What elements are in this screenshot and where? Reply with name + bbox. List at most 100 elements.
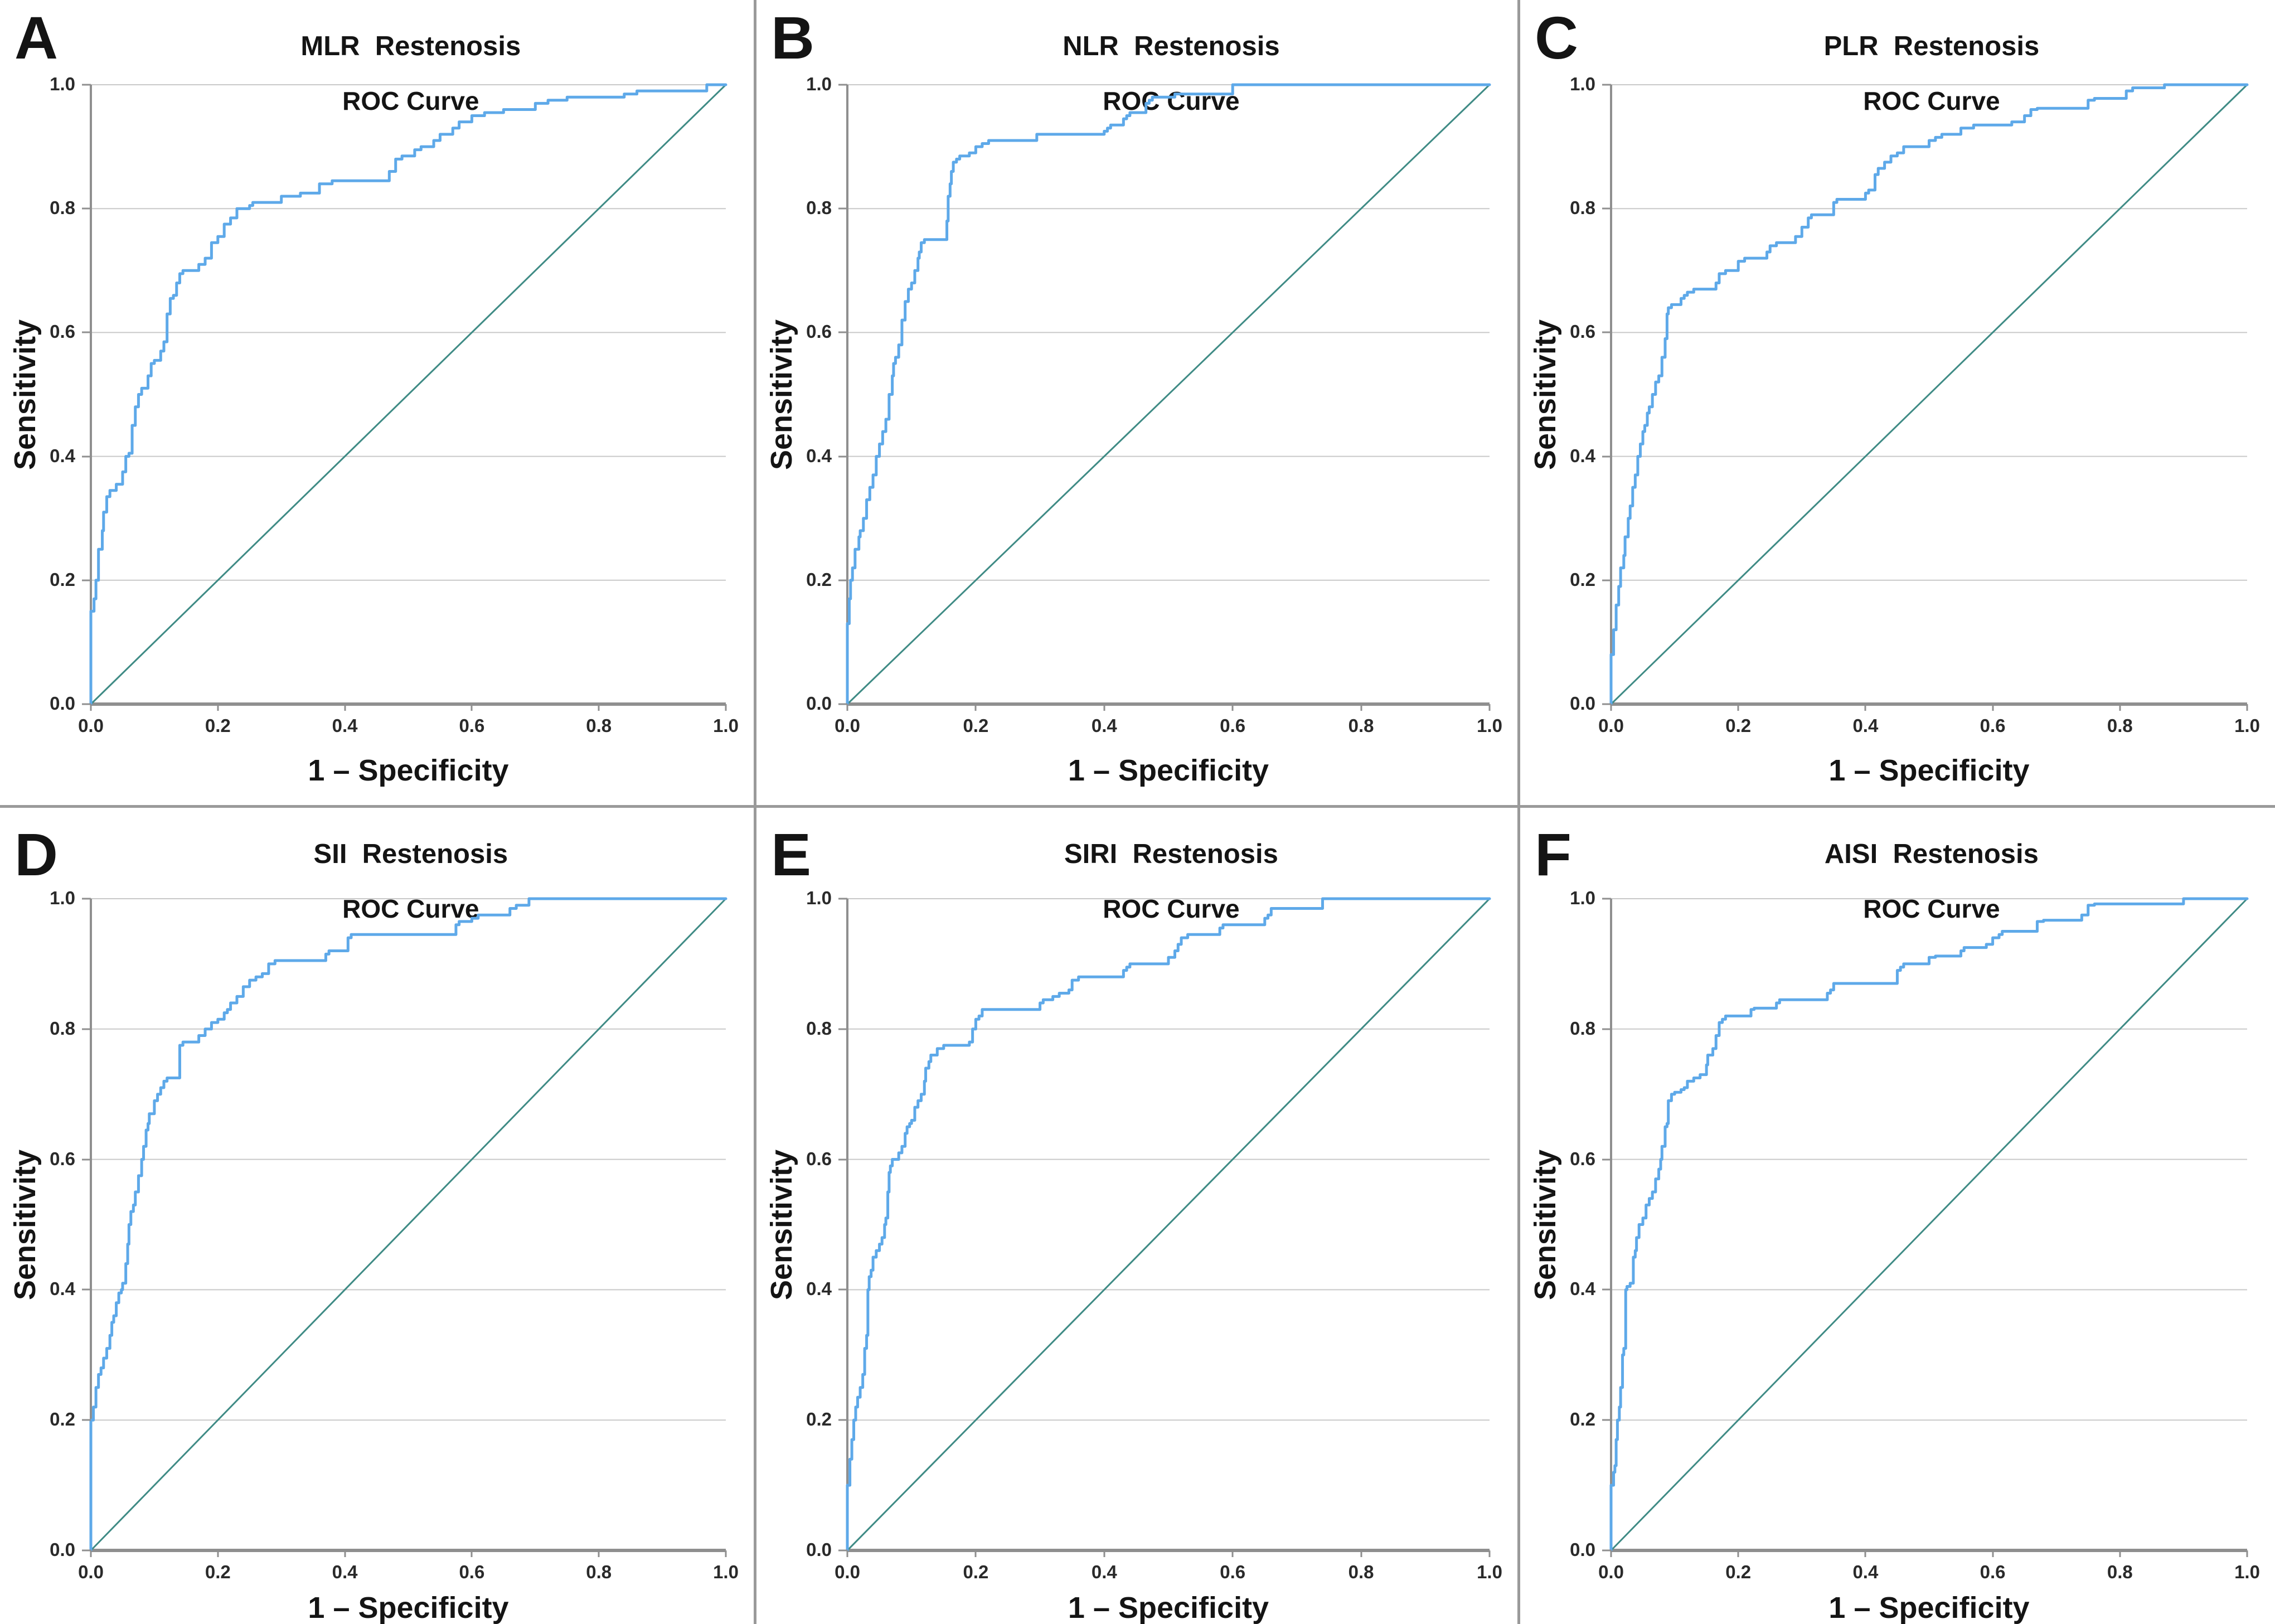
y-tick-mark — [1602, 898, 1611, 900]
y-tick-label: 0.8 — [50, 1018, 75, 1039]
panel-letter: C — [1535, 4, 1578, 71]
y-tick-mark — [82, 455, 91, 458]
x-tick-label: 0.6 — [1980, 1562, 2006, 1582]
y-tick-label: 0.2 — [806, 569, 832, 590]
x-tick-mark — [217, 704, 219, 711]
y-tick-label: 0.8 — [50, 197, 75, 219]
x-tick-label: 1.0 — [1477, 1562, 1502, 1582]
x-tick-label: 0.2 — [1725, 715, 1752, 736]
x-axis-title: 1 – Specificity — [1068, 1591, 1269, 1624]
x-tick-label: 0.2 — [963, 715, 989, 736]
x-tick-mark — [1737, 704, 1739, 711]
y-tick-mark — [1602, 331, 1611, 333]
roc-plot-svg — [847, 899, 1490, 1550]
y-tick-label: 0.8 — [1570, 1018, 1595, 1039]
panel-plr: C PLR Restenosis ROC Curve 1 – Specifici… — [1520, 0, 2275, 808]
y-tick-mark — [82, 579, 91, 581]
panel-letter: F — [1535, 821, 1571, 888]
x-tick-mark — [598, 704, 600, 711]
y-tick-label: 0.4 — [806, 445, 832, 466]
y-tick-label: 0.4 — [806, 1278, 832, 1300]
reference-line — [1611, 899, 2247, 1550]
x-tick-mark — [470, 704, 473, 711]
panel-subtitle: ROC Curve — [342, 86, 479, 115]
y-tick-mark — [82, 1028, 91, 1030]
x-tick-label: 0.6 — [1980, 715, 2006, 736]
x-tick-label: 0.8 — [1348, 1562, 1374, 1582]
x-tick-mark — [974, 1550, 977, 1557]
x-tick-label: 0.0 — [835, 1562, 860, 1582]
y-tick-label: 0.6 — [50, 1148, 75, 1169]
roc-plot-area: 1 – Specificity Sensitivity 0.0 0.0 0.2 0.2… — [765, 74, 1502, 787]
panel-letter: D — [14, 821, 58, 888]
x-tick-mark — [344, 704, 346, 711]
roc-curve — [1611, 85, 2247, 704]
y-tick-label: 0.4 — [1570, 1278, 1595, 1300]
x-tick-mark — [974, 704, 977, 711]
x-tick-label: 0.2 — [205, 1562, 231, 1582]
reference-line — [91, 899, 726, 1550]
y-axis-title: Sensitivity — [1529, 319, 1562, 470]
y-axis-title: Sensitivity — [8, 319, 42, 470]
x-tick-label: 0.8 — [586, 1562, 612, 1582]
y-tick-label: 0.2 — [1570, 569, 1595, 590]
x-tick-mark — [1864, 704, 1866, 711]
panel-title-block: MLR Restenosis ROC Curve — [90, 9, 731, 138]
x-tick-label: 0.6 — [1220, 1562, 1246, 1582]
x-tick-label: 0.2 — [1725, 1562, 1752, 1582]
x-tick-mark — [217, 1550, 219, 1557]
x-tick-label: 0.2 — [963, 1562, 989, 1582]
roc-curve — [91, 85, 726, 704]
x-tick-label: 1.0 — [2234, 1562, 2260, 1582]
x-tick-mark — [1103, 704, 1105, 711]
x-tick-label: 0.8 — [586, 715, 612, 736]
x-tick-mark — [1231, 704, 1234, 711]
y-tick-mark — [838, 84, 847, 86]
x-tick-label: 0.6 — [459, 715, 485, 736]
y-tick-label: 0.2 — [806, 1409, 832, 1430]
panel-title: SII Restenosis — [313, 839, 508, 869]
y-tick-mark — [838, 1028, 847, 1030]
reference-line — [1611, 85, 2247, 704]
roc-plot-area: 1 – Specificity Sensitivity 0.0 0.0 0.2 0.2… — [1529, 888, 2260, 1624]
y-tick-label: 0.8 — [806, 197, 832, 219]
roc-plot-svg — [1611, 899, 2247, 1550]
y-tick-mark — [838, 703, 847, 705]
x-axis-title: 1 – Specificity — [308, 1591, 509, 1624]
y-tick-label: 1.0 — [50, 888, 75, 909]
x-tick-mark — [1992, 704, 1994, 711]
y-tick-label: 0.8 — [1570, 197, 1595, 219]
y-tick-mark — [1602, 703, 1611, 705]
y-tick-mark — [1602, 207, 1611, 210]
x-axis-title: 1 – Specificity — [308, 754, 509, 787]
y-tick-mark — [1602, 579, 1611, 581]
x-tick-label: 1.0 — [1477, 715, 1502, 736]
x-axis-title: 1 – Specificity — [1828, 754, 2030, 787]
roc-plot-svg — [91, 85, 726, 704]
x-axis-title: 1 – Specificity — [1828, 1591, 2030, 1624]
roc-curve — [1611, 899, 2247, 1550]
x-tick-label: 0.6 — [459, 1562, 485, 1582]
panel-title: NLR Restenosis — [1063, 31, 1280, 61]
panel-letter: A — [14, 4, 58, 71]
panel-siri: E SIRI Restenosis ROC Curve 1 – Specific… — [756, 808, 1520, 1624]
y-tick-label: 0.2 — [50, 569, 75, 590]
roc-plot-area: 1 – Specificity Sensitivity 0.0 0.0 0.2 0.2… — [8, 888, 739, 1624]
x-axis-title: 1 – Specificity — [1068, 754, 1269, 787]
roc-plot-area: 1 – Specificity Sensitivity 0.0 0.0 0.2 0.2… — [1529, 74, 2260, 787]
y-axis-title: Sensitivity — [765, 319, 798, 470]
y-tick-label: 1.0 — [1570, 74, 1595, 95]
x-tick-label: 0.4 — [332, 715, 358, 736]
roc-plot-svg — [1611, 85, 2247, 704]
y-tick-mark — [82, 1288, 91, 1291]
y-tick-label: 0.0 — [806, 693, 832, 714]
y-axis-title: Sensitivity — [8, 1149, 42, 1300]
x-tick-mark — [846, 1550, 848, 1557]
x-tick-label: 0.8 — [2107, 715, 2133, 736]
x-tick-label: 0.0 — [835, 715, 860, 736]
y-tick-mark — [838, 1549, 847, 1552]
x-tick-mark — [344, 1550, 346, 1557]
y-tick-mark — [82, 331, 91, 333]
x-tick-mark — [2119, 1550, 2121, 1557]
